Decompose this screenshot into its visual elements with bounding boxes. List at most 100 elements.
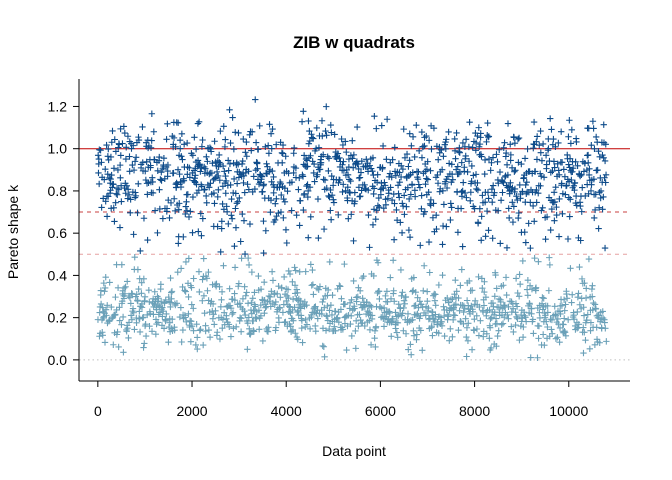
data-point-low-k [524, 276, 532, 284]
data-point-high-k [166, 214, 173, 222]
data-point-high-k [117, 174, 124, 181]
data-point-high-k [276, 184, 283, 191]
data-point-high-k [170, 169, 177, 177]
data-point-low-k [110, 341, 117, 348]
data-point-high-k [515, 159, 522, 166]
data-point-high-k [347, 177, 354, 185]
data-point-low-k [156, 309, 164, 316]
data-point-low-k [323, 313, 331, 320]
data-point-low-k [353, 298, 360, 305]
data-point-high-k [221, 168, 228, 175]
data-point-high-k [282, 153, 289, 160]
data-point-low-k [274, 290, 281, 297]
data-point-high-k [243, 138, 250, 146]
data-point-low-k [419, 304, 426, 311]
data-point-high-k [243, 153, 250, 160]
data-point-high-k [448, 161, 455, 168]
data-point-low-k [168, 289, 175, 296]
data-point-low-k [425, 316, 433, 323]
data-point-low-k [535, 322, 543, 330]
data-point-high-k [516, 181, 523, 189]
data-point-high-k [290, 150, 297, 157]
data-point-high-k [511, 140, 519, 147]
data-point-high-k [362, 185, 369, 192]
data-point-low-k [135, 285, 142, 293]
data-point-high-k [384, 195, 392, 202]
data-point-low-k [410, 274, 418, 281]
data-point-high-k [551, 217, 558, 224]
data-point-high-k [319, 132, 326, 140]
data-point-low-k [123, 328, 130, 335]
data-point-low-k [229, 309, 237, 316]
data-point-low-k [242, 311, 249, 319]
data-point-high-k [511, 185, 519, 193]
data-point-low-k [371, 327, 379, 335]
data-point-high-k [409, 169, 416, 176]
data-point-high-k [559, 210, 566, 218]
data-point-low-k [194, 345, 201, 353]
data-point-high-k [568, 126, 576, 134]
data-point-low-k [197, 326, 204, 333]
data-point-high-k [226, 106, 233, 114]
data-point-high-k [248, 128, 256, 136]
data-point-low-k [200, 255, 207, 262]
data-point-low-k [155, 295, 162, 302]
data-point-high-k [370, 190, 377, 198]
data-point-low-k [160, 308, 167, 315]
data-point-low-k [159, 313, 166, 320]
data-point-high-k [164, 161, 172, 169]
data-point-low-k [181, 287, 188, 294]
data-point-high-k [313, 124, 320, 132]
data-point-high-k [383, 116, 391, 123]
data-point-high-k [283, 239, 290, 247]
data-point-high-k [514, 135, 522, 143]
data-point-high-k [235, 174, 243, 181]
data-point-low-k [327, 301, 335, 309]
data-point-high-k [380, 205, 387, 212]
data-point-low-k [522, 318, 530, 325]
data-point-high-k [104, 170, 111, 178]
data-point-high-k [299, 171, 306, 178]
data-point-high-k [130, 142, 137, 149]
data-point-high-k [220, 123, 227, 130]
data-point-low-k [487, 344, 495, 352]
data-point-high-k [419, 143, 427, 151]
data-point-high-k [290, 169, 297, 177]
data-point-high-k [98, 159, 105, 166]
data-point-low-k [552, 312, 560, 319]
data-point-high-k [546, 115, 554, 122]
data-point-low-k [278, 284, 285, 292]
data-point-low-k [420, 287, 427, 294]
data-point-high-k [240, 135, 247, 143]
data-point-low-k [106, 279, 113, 286]
data-point-high-k [561, 173, 569, 180]
data-point-low-k [100, 279, 107, 287]
data-point-low-k [263, 327, 271, 335]
data-point-low-k [103, 312, 110, 319]
data-point-low-k [162, 316, 170, 324]
data-point-low-k [286, 270, 294, 278]
data-point-low-k [483, 330, 490, 337]
data-point-low-k [177, 265, 185, 272]
data-point-low-k [423, 288, 431, 295]
data-point-high-k [535, 190, 542, 197]
data-point-high-k [157, 176, 164, 183]
data-point-high-k [461, 189, 469, 197]
data-point-high-k [567, 196, 574, 203]
data-point-high-k [381, 182, 389, 189]
data-point-high-k [158, 169, 165, 176]
data-point-low-k [428, 322, 435, 330]
data-point-high-k [126, 153, 133, 160]
data-point-high-k [451, 147, 459, 155]
data-point-high-k [102, 198, 109, 205]
data-point-high-k [107, 153, 115, 161]
data-point-high-k [135, 180, 142, 188]
data-point-high-k [344, 183, 351, 191]
data-point-low-k [179, 283, 186, 291]
data-point-low-k [265, 292, 273, 300]
data-point-low-k [452, 276, 459, 284]
data-point-high-k [176, 170, 183, 178]
data-point-high-k [599, 206, 606, 213]
data-point-low-k [489, 299, 497, 307]
data-point-high-k [414, 175, 422, 183]
